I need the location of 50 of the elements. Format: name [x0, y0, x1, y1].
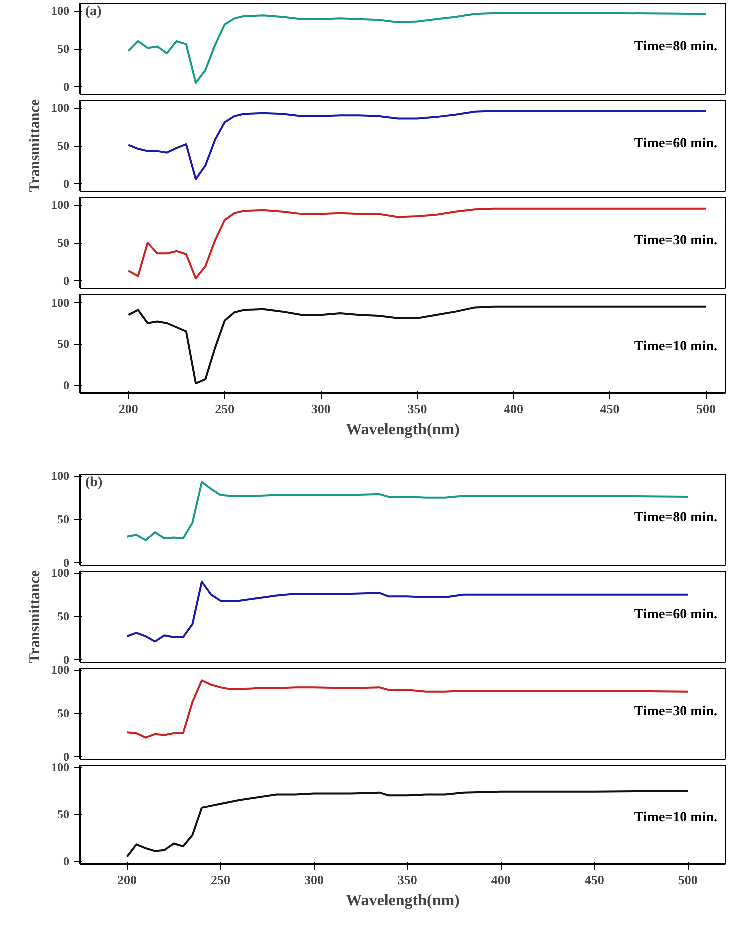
series-label: Time=10 min. [634, 810, 718, 826]
y-tick-label: 50 [58, 706, 70, 721]
series-label: Time=30 min. [634, 234, 718, 248]
x-tick-label: 300 [304, 872, 324, 888]
x-tick-label: 350 [398, 872, 418, 888]
y-tick-label: 50 [58, 512, 70, 527]
series-label: Time=60 min. [634, 608, 718, 622]
y-tick-label: 0 [64, 80, 70, 94]
series-label: Time=60 min. [634, 136, 718, 152]
y-axis-title: Transmittance [28, 570, 44, 664]
annotation: (a) [86, 4, 102, 20]
annotation: (b) [86, 476, 103, 490]
x-axis-title: Wavelength(nm) [346, 422, 460, 438]
y-tick-label: 50 [58, 337, 70, 351]
y-tick-label: 0 [64, 378, 70, 392]
y-tick-label: 0 [64, 854, 70, 869]
series-label: Time=80 min. [634, 510, 718, 526]
y-tick-label: 100 [52, 296, 70, 310]
y-tick-label: 0 [64, 274, 70, 288]
y-tick-label: 50 [58, 139, 70, 153]
x-axis-title: Wavelength(nm) [346, 892, 460, 910]
y-tick-label: 100 [52, 4, 70, 18]
x-tick-label: 400 [491, 872, 511, 888]
y-axis-title: Transmittance [28, 99, 44, 193]
x-tick-label: 450 [584, 872, 604, 888]
text: Time=10 min. [634, 340, 718, 354]
series-label: Time=30 min. [634, 704, 718, 720]
y-tick-label: 0 [64, 176, 70, 191]
x-tick-label: 250 [210, 872, 230, 888]
x-tick-label: 350 [408, 402, 428, 416]
line-series [126, 680, 690, 739]
y-tick-label: 100 [52, 469, 70, 484]
y-tick-label: 50 [58, 42, 70, 56]
x-tick-label: 200 [118, 402, 138, 416]
x-tick-label: 500 [678, 872, 698, 888]
x-tick-label: 500 [696, 402, 716, 416]
line-series [126, 481, 690, 542]
y-tick-label: 50 [58, 610, 70, 624]
x-tick-label: 250 [215, 402, 235, 416]
y-tick-label: 50 [58, 236, 70, 250]
x-tick-label: 200 [117, 872, 137, 888]
x-tick-label: 450 [600, 402, 620, 416]
line-series [126, 580, 690, 643]
line-series [126, 790, 690, 858]
series-label: Time=80 min. [634, 40, 718, 54]
y-tick-label: 100 [52, 198, 70, 212]
y-tick-label: 100 [52, 101, 70, 116]
y-tick-label: 50 [58, 808, 70, 822]
x-tick-label: 300 [311, 402, 331, 416]
x-tick-label: 400 [504, 402, 524, 416]
